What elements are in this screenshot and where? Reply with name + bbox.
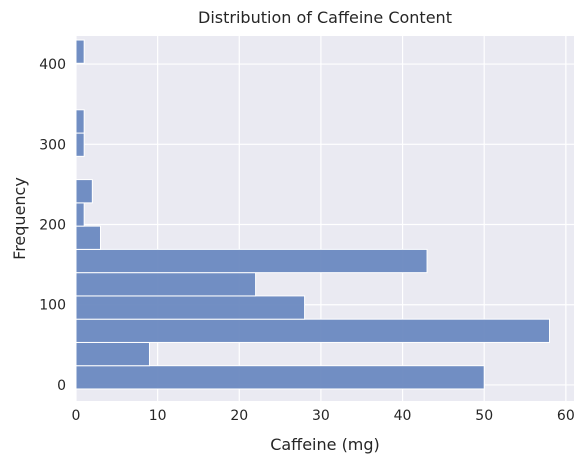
grid-lines — [75, 36, 574, 401]
y-tick-label: 200 — [39, 218, 66, 234]
x-tick-label: 0 — [72, 408, 81, 424]
y-tick-label: 0 — [57, 378, 66, 394]
x-tick-label: 50 — [475, 408, 493, 424]
y-axis-label: Frequency — [10, 177, 29, 260]
x-tick-label: 40 — [394, 408, 412, 424]
histogram-bar — [75, 179, 93, 204]
x-tick-label: 30 — [312, 408, 330, 424]
x-tick-label: 60 — [557, 408, 575, 424]
histogram-bar — [75, 295, 306, 320]
histogram-bar — [75, 39, 85, 64]
x-tick-label: 20 — [230, 408, 248, 424]
histogram-bar — [75, 109, 85, 134]
histogram-bar — [75, 318, 551, 343]
histogram-bar — [75, 272, 257, 297]
histogram-bar — [75, 341, 150, 367]
y-tick-label: 100 — [39, 298, 66, 314]
histogram-bar — [75, 225, 101, 250]
x-tick-labels: 0 10 20 30 40 50 60 — [72, 408, 575, 424]
y-tick-labels: 0 100 200 300 400 — [39, 57, 66, 394]
plot-area — [76, 36, 574, 401]
histogram-bar — [75, 365, 485, 390]
y-tick-label: 400 — [39, 57, 66, 73]
histogram-bar — [75, 132, 85, 157]
x-tick-label: 10 — [149, 408, 167, 424]
chart-title: Distribution of Caffeine Content — [198, 8, 452, 27]
histogram-bar — [75, 202, 85, 227]
x-axis-label: Caffeine (mg) — [270, 435, 380, 454]
bars-group — [75, 39, 551, 390]
histogram-bar — [75, 248, 428, 274]
y-tick-label: 300 — [39, 137, 66, 153]
